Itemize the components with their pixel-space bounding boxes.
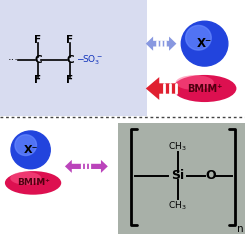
Ellipse shape xyxy=(10,172,41,185)
Circle shape xyxy=(181,21,228,66)
Polygon shape xyxy=(146,37,176,51)
Text: F: F xyxy=(66,75,74,85)
FancyBboxPatch shape xyxy=(118,123,245,234)
Text: $\mathsf{CH_3}$: $\mathsf{CH_3}$ xyxy=(168,140,187,152)
Text: n: n xyxy=(237,224,244,234)
Text: X⁻: X⁻ xyxy=(197,37,212,50)
Ellipse shape xyxy=(173,75,236,102)
Circle shape xyxy=(186,25,211,50)
FancyBboxPatch shape xyxy=(0,0,147,116)
Text: F: F xyxy=(34,75,42,85)
Text: O: O xyxy=(205,169,216,182)
Ellipse shape xyxy=(5,171,61,195)
Text: F: F xyxy=(34,35,42,45)
Polygon shape xyxy=(146,77,180,100)
Text: $\mathsf{CH_3}$: $\mathsf{CH_3}$ xyxy=(168,199,187,211)
Text: C: C xyxy=(34,55,42,65)
Text: F: F xyxy=(66,35,74,45)
Text: $-\!\mathsf{SO_3^-}$: $-\!\mathsf{SO_3^-}$ xyxy=(76,53,103,67)
Ellipse shape xyxy=(176,75,214,90)
Circle shape xyxy=(15,135,37,156)
Text: BMIM⁺: BMIM⁺ xyxy=(17,178,49,187)
Text: Si: Si xyxy=(171,169,184,182)
Text: ···: ··· xyxy=(8,55,19,65)
Text: X⁻: X⁻ xyxy=(23,145,38,155)
Circle shape xyxy=(11,131,50,169)
Polygon shape xyxy=(65,160,108,173)
Text: BMIM⁺: BMIM⁺ xyxy=(187,84,222,93)
Text: C: C xyxy=(66,55,74,65)
